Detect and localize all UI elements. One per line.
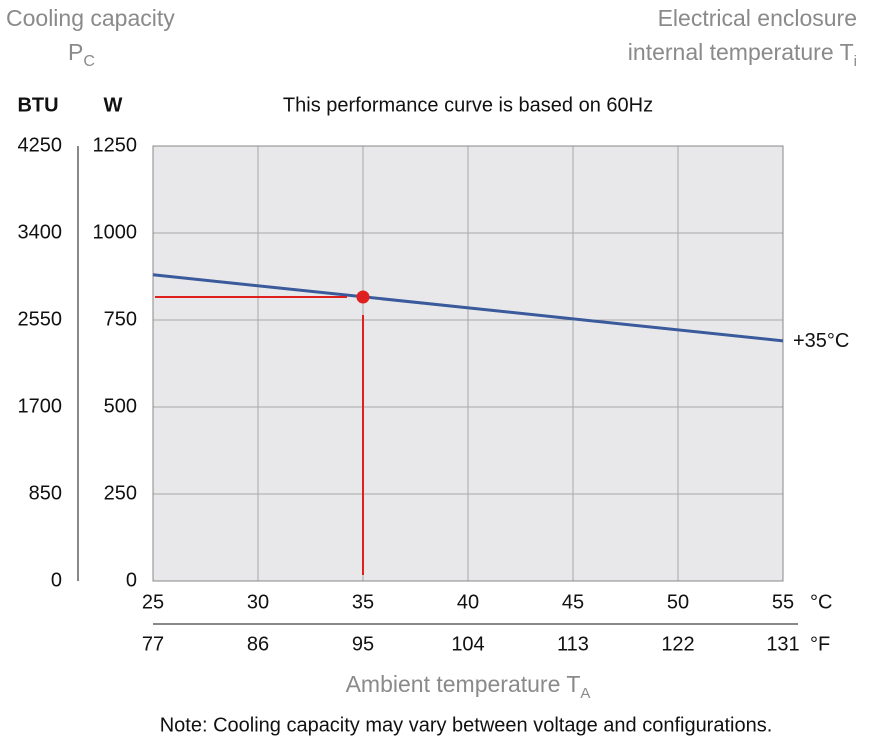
x2-tick-label: 86	[247, 633, 269, 655]
x-tick-label: 35	[352, 591, 374, 613]
y-unit: W	[104, 94, 123, 116]
y-tick-label: 250	[104, 482, 137, 504]
y-tick-label: 500	[104, 395, 137, 417]
y-symbol-main: P	[68, 39, 83, 65]
plot-border	[152, 145, 784, 582]
x2-tick-label: 131	[766, 633, 799, 655]
series-label: +35°C	[793, 330, 849, 352]
y2-tick-label: 3400	[18, 221, 63, 243]
y-symbol: PC	[68, 39, 95, 70]
x-title: Ambient temperature TA	[346, 671, 591, 702]
y-tick-label: 1000	[93, 221, 138, 243]
y2-tick-label: 4250	[18, 134, 63, 156]
x2-tick-label: 95	[352, 633, 374, 655]
right-title-sub: i	[854, 53, 857, 70]
y-tick-label: 750	[104, 308, 137, 330]
x-tick-label: 25	[142, 591, 164, 613]
right-title-line2: internal temperature Ti	[628, 39, 857, 70]
note: Note: Cooling capacity may vary between …	[160, 714, 773, 736]
y2-tick-label: 0	[51, 569, 62, 591]
x2-tick-label: 122	[661, 633, 694, 655]
x2-unit: °F	[810, 633, 830, 655]
x2-tick-label: 77	[142, 633, 164, 655]
x-tick-label: 55	[772, 591, 794, 613]
x-unit: °C	[810, 591, 832, 613]
x-title-sub: A	[580, 685, 590, 702]
x-tick-label: 50	[667, 591, 689, 613]
y-title: Cooling capacity	[6, 5, 175, 31]
right-title: Electrical enclosure	[658, 5, 857, 31]
y2-tick-label: 1700	[18, 395, 63, 417]
highlight-point	[356, 290, 370, 304]
x-title-main: Ambient temperature T	[346, 671, 581, 697]
y2-unit: BTU	[17, 94, 58, 116]
x-tick-label: 40	[457, 591, 479, 613]
series-line	[152, 273, 784, 343]
y2-tick-label: 2550	[18, 308, 63, 330]
y-tick-label: 0	[126, 569, 137, 591]
x-tick-label: 45	[562, 591, 584, 613]
subtitle: This performance curve is based on 60Hz	[283, 94, 653, 116]
x-tick-label: 30	[247, 591, 269, 613]
x2-tick-label: 104	[451, 633, 484, 655]
right-title-main: internal temperature T	[628, 39, 854, 65]
y-symbol-sub: C	[83, 53, 95, 70]
x2-tick-label: 113	[557, 633, 589, 655]
y-tick-label: 1250	[93, 134, 138, 156]
y2-tick-label: 850	[29, 482, 62, 504]
